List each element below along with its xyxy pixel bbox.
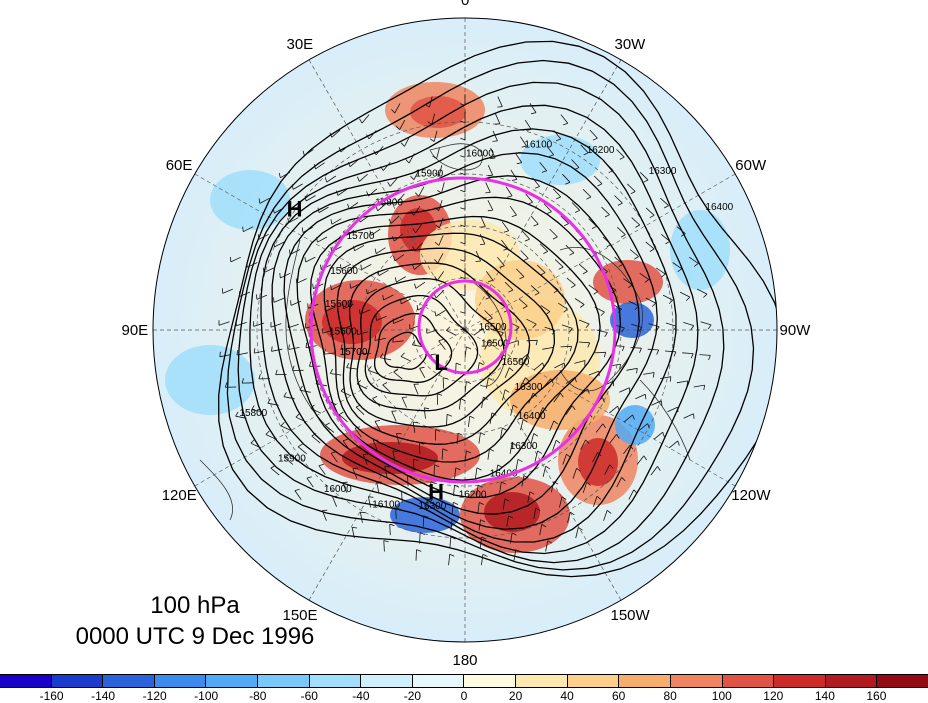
colorbar-swatch: [619, 675, 671, 687]
colorbar-swatch: [877, 675, 928, 687]
wind-barb-flag: [661, 401, 662, 406]
pressure-center-label: L: [434, 350, 447, 375]
contour-label: 16400: [518, 411, 546, 422]
wind-barb: [396, 508, 397, 519]
colorbar-tick-label: 100: [712, 689, 732, 703]
colorbar-tick-label: -120: [143, 689, 167, 703]
colorbar-swatch: [206, 675, 258, 687]
colorbar-swatch: [0, 675, 52, 687]
wind-barb-flag: [481, 227, 486, 228]
colorbar-tick-label: 160: [866, 689, 886, 703]
contour-label: 16100: [372, 500, 400, 511]
contour-label: 16100: [524, 140, 552, 151]
colorbar-tick-label: 40: [560, 689, 573, 703]
colorbar-swatch: [723, 675, 775, 687]
colorbar-swatch: [155, 675, 207, 687]
contour-label: 16500: [501, 357, 529, 368]
contour-label: 15900: [278, 453, 306, 464]
pressure-center-label: H: [428, 480, 444, 505]
colorbar-tick-label: -60: [301, 689, 318, 703]
anomaly-blob: [210, 170, 290, 230]
map-disc: 16500 16500 16300 16400 16300 16400 16200 16300…: [153, 18, 785, 642]
wind-barb-flag: [343, 304, 344, 309]
colorbar-swatch: [310, 675, 362, 687]
wind-barb-flag: [480, 244, 485, 245]
time-title: 0000 UTC 9 Dec 1996: [0, 623, 390, 651]
colorbar-tick-label: -100: [194, 689, 218, 703]
colorbar-tick-label: -20: [404, 689, 421, 703]
wind-barb-flag: [497, 107, 502, 108]
anomaly-blob: [578, 438, 618, 486]
colorbar-tick-label: -140: [91, 689, 115, 703]
contour-label: 16000: [466, 148, 494, 159]
colorbar-swatch: [413, 675, 465, 687]
colorbar-tick-label: 120: [763, 689, 783, 703]
colorbar-tick-label: 140: [815, 689, 835, 703]
colorbar-swatch: [568, 675, 620, 687]
contour-label: 16300: [510, 441, 538, 452]
contour-label: 16300: [515, 382, 543, 393]
contour-label: 15800: [239, 408, 267, 419]
colorbar-swatch: [361, 675, 413, 687]
colorbar-swatch: [103, 675, 155, 687]
anomaly-blob: [610, 302, 654, 338]
wind-barb: [527, 340, 538, 341]
wind-barb-flag: [485, 192, 490, 193]
wind-barb-flag: [490, 158, 495, 159]
longitude-label: 90E: [122, 322, 149, 339]
anomaly-blob: [410, 96, 466, 128]
colorbar-tick-label: 80: [664, 689, 677, 703]
colorbar-swatch: [516, 675, 568, 687]
colorbar-swatch: [826, 675, 878, 687]
wind-barb: [416, 550, 417, 561]
wind-barb: [437, 394, 438, 405]
colorbar-swatch: [258, 675, 310, 687]
level-title: 100 hPa: [0, 592, 390, 620]
contour-label: 16400: [705, 202, 733, 213]
colorbar-tick-label: -80: [249, 689, 266, 703]
contour-label: 16200: [587, 145, 615, 156]
colorbar-tick-label: -160: [40, 689, 64, 703]
colorbar-tick-label: 60: [612, 689, 625, 703]
longitude-label: 30W: [615, 36, 646, 53]
wind-barb: [419, 443, 420, 454]
contour-label: 15700: [340, 347, 368, 358]
colorbar-tick-label: -40: [352, 689, 369, 703]
contour-label: 16000: [324, 484, 352, 495]
longitude-label: 60E: [166, 157, 193, 174]
colorbar-tick-label: 0: [461, 689, 468, 703]
contour-label: 16300: [649, 166, 677, 177]
longitude-label: 90W: [780, 322, 811, 339]
longitude-label: 0: [461, 0, 469, 9]
contour-label: 16500: [479, 322, 507, 333]
wind-barb-flag: [629, 388, 630, 393]
wind-barb-flag: [613, 381, 614, 386]
wind-barb-flag: [402, 397, 407, 398]
longitude-label: 180: [453, 652, 478, 669]
wind-barb: [434, 465, 435, 476]
contour-label: 15500: [325, 299, 353, 310]
colorbar-swatch: [671, 675, 723, 687]
wind-barb-flag: [488, 175, 493, 176]
longitude-label: 30E: [287, 36, 314, 53]
longitude-label: 150W: [611, 607, 650, 624]
colorbar-swatch: [464, 675, 516, 687]
contour-label: 16200: [459, 490, 487, 501]
longitude-label: 120W: [731, 487, 770, 504]
wind-barb-flag: [678, 407, 679, 412]
wind-barb-flag: [280, 273, 281, 278]
colorbar-swatch: [774, 675, 826, 687]
wind-barb-flag: [493, 141, 498, 142]
longitude-label: 120E: [162, 487, 197, 504]
longitude-label: 60W: [735, 157, 766, 174]
anomaly-blob: [670, 210, 730, 290]
colorbar: [0, 674, 928, 688]
colorbar-tick-label: 20: [509, 689, 522, 703]
colorbar-swatch: [52, 675, 104, 687]
pressure-center-label: H: [287, 197, 303, 222]
anomaly-blob: [615, 405, 655, 445]
wind-barb: [420, 533, 421, 544]
wind-barb: [423, 516, 424, 527]
